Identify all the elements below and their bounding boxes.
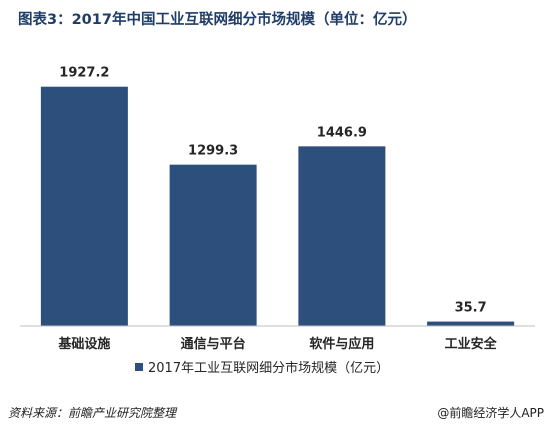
data-label: 1446.9 [317, 125, 367, 140]
legend-label: 2017年工业互联网细分市场规模（亿元） [148, 361, 390, 376]
category-label: 通信与平台 [181, 336, 246, 352]
source-note: 资料来源：前瞻产业研究院整理 [8, 406, 177, 420]
chart-title: 图表3：2017年中国工业互联网细分市场规模（单位：亿元） [18, 12, 417, 28]
category-label: 软件与应用 [309, 336, 374, 352]
credit-watermark: @前瞻经济学人APP [437, 406, 544, 420]
bar-3 [298, 146, 386, 326]
category-label: 基础设施 [57, 336, 110, 352]
bar-1 [40, 86, 128, 327]
data-label: 1299.3 [188, 144, 238, 159]
category-label: 工业安全 [445, 336, 498, 352]
data-label: 35.7 [455, 301, 487, 316]
bar-2 [169, 164, 257, 326]
data-label: 1927.2 [59, 66, 109, 81]
legend-swatch [135, 362, 143, 371]
legend: 2017年工业互联网细分市场规模（亿元） [135, 357, 389, 376]
bar-4 [427, 321, 515, 326]
